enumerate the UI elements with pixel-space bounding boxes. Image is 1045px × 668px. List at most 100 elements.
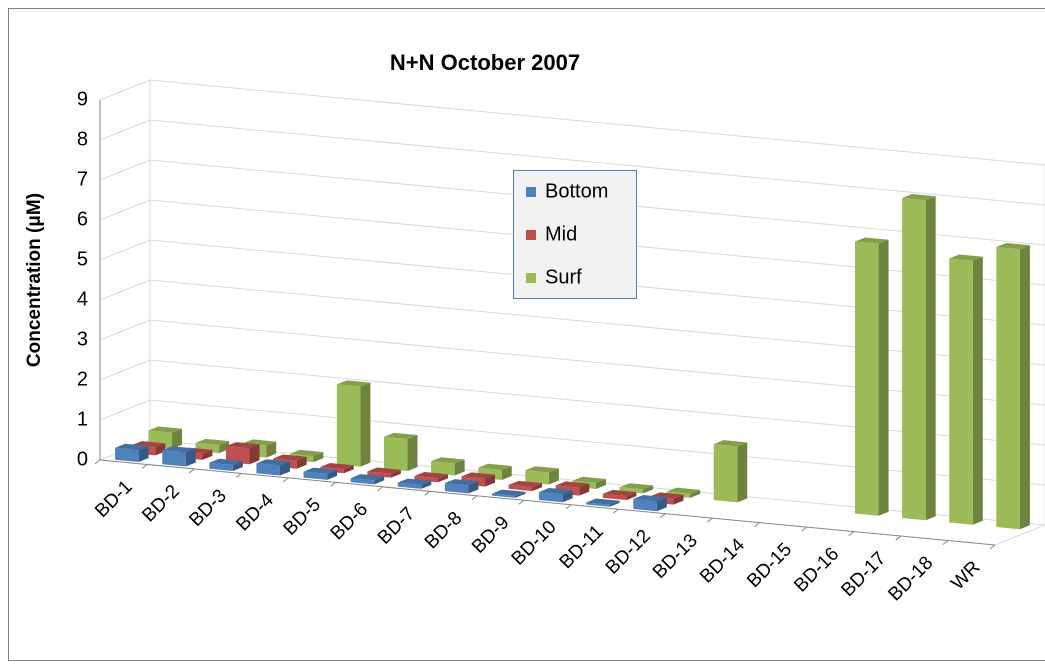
bar: [336, 380, 371, 467]
category-tick: [942, 540, 949, 545]
bar-top: [225, 442, 260, 449]
bar-top: [855, 237, 889, 244]
grid-line: [99, 319, 1045, 406]
bar: [195, 438, 230, 454]
category-axis: [99, 459, 996, 546]
bar-side: [595, 478, 606, 489]
bar-top: [256, 459, 290, 466]
floor-edge: [994, 524, 1045, 546]
bar-side: [374, 476, 385, 485]
category-tick: [848, 531, 854, 536]
bar-top: [602, 489, 637, 497]
bar-side: [515, 491, 526, 498]
bar-top: [289, 449, 324, 457]
bar-side: [421, 480, 432, 489]
bar: [996, 242, 1030, 530]
bar-side: [501, 466, 512, 481]
bar-front: [508, 484, 533, 492]
bar-top: [555, 481, 590, 488]
bar-top: [367, 467, 401, 474]
bar: [303, 467, 338, 480]
bar-front: [383, 436, 408, 472]
bar-side: [454, 459, 465, 476]
bar-top: [320, 463, 354, 470]
bar-side: [437, 474, 448, 483]
category-tick: [565, 504, 572, 510]
legend-label: Mid: [545, 223, 577, 245]
bar-side: [548, 468, 559, 485]
bar-top: [195, 438, 230, 446]
category-tick: [188, 468, 195, 474]
grid-line: [99, 79, 1045, 166]
bar: [397, 478, 432, 489]
category-tick: [141, 464, 148, 469]
bar-side: [737, 442, 748, 503]
bar-side: [1019, 245, 1030, 530]
bar: [619, 483, 654, 494]
bar-top: [525, 466, 559, 473]
bar-side: [673, 494, 684, 505]
bar-top: [949, 254, 983, 261]
bar-top: [996, 242, 1030, 250]
category-tick: [330, 481, 336, 487]
y-axis-label: Concentration (μM): [24, 193, 45, 367]
category-tick: [518, 499, 525, 505]
bar: [902, 194, 936, 521]
bar-top: [162, 446, 196, 453]
legend-label: Bottom: [545, 180, 608, 202]
bar-front: [336, 384, 361, 467]
bar-side: [266, 441, 277, 458]
bar: [539, 488, 573, 503]
bar-front: [491, 493, 516, 498]
y-tick-label: 1: [77, 408, 88, 430]
bar-top: [478, 463, 512, 471]
bar-front: [855, 241, 879, 516]
bar: [949, 254, 983, 525]
bar-top: [619, 483, 654, 490]
bar-front: [633, 498, 657, 512]
legend-swatch: [526, 187, 536, 197]
bar-top: [444, 479, 479, 486]
bar-side: [313, 452, 324, 463]
bar-side: [171, 428, 182, 449]
bar-side: [138, 446, 149, 463]
bar-front: [902, 198, 926, 521]
category-tick: [612, 508, 619, 514]
bar-top: [397, 478, 432, 485]
bar-front: [444, 483, 469, 494]
bar-top: [461, 472, 496, 479]
category-tick: [94, 459, 101, 465]
bar-front: [256, 463, 280, 476]
y-tick-label: 2: [77, 368, 88, 390]
grid-line: [99, 159, 1045, 246]
bar: [414, 471, 448, 483]
y-tick-label: 4: [77, 288, 88, 310]
bar-side: [327, 469, 338, 480]
bar-side: [925, 196, 936, 521]
bar-top: [115, 443, 149, 451]
bar: [633, 494, 667, 512]
bar-top: [508, 480, 543, 488]
y-tick-label: 9: [77, 88, 88, 110]
bar-side: [390, 469, 401, 478]
bar: [508, 480, 543, 492]
bar-top: [383, 432, 418, 440]
bar-side: [232, 460, 243, 471]
bar-top: [336, 380, 371, 387]
bar-front: [350, 478, 375, 485]
bar-top: [431, 457, 465, 464]
bar-front: [619, 487, 644, 494]
bar: [350, 474, 385, 485]
y-tick-label: 3: [77, 328, 88, 350]
y-tick-label: 0: [77, 448, 88, 470]
bar-front: [162, 450, 186, 467]
category-tick: [471, 495, 478, 501]
bar-front: [225, 446, 250, 465]
bar-top: [209, 458, 243, 465]
bar-top: [572, 476, 606, 483]
bar-side: [609, 500, 620, 507]
bar-side: [343, 465, 354, 474]
bar: [115, 443, 149, 463]
grid-line: [99, 279, 1045, 366]
bar-front: [602, 493, 627, 501]
